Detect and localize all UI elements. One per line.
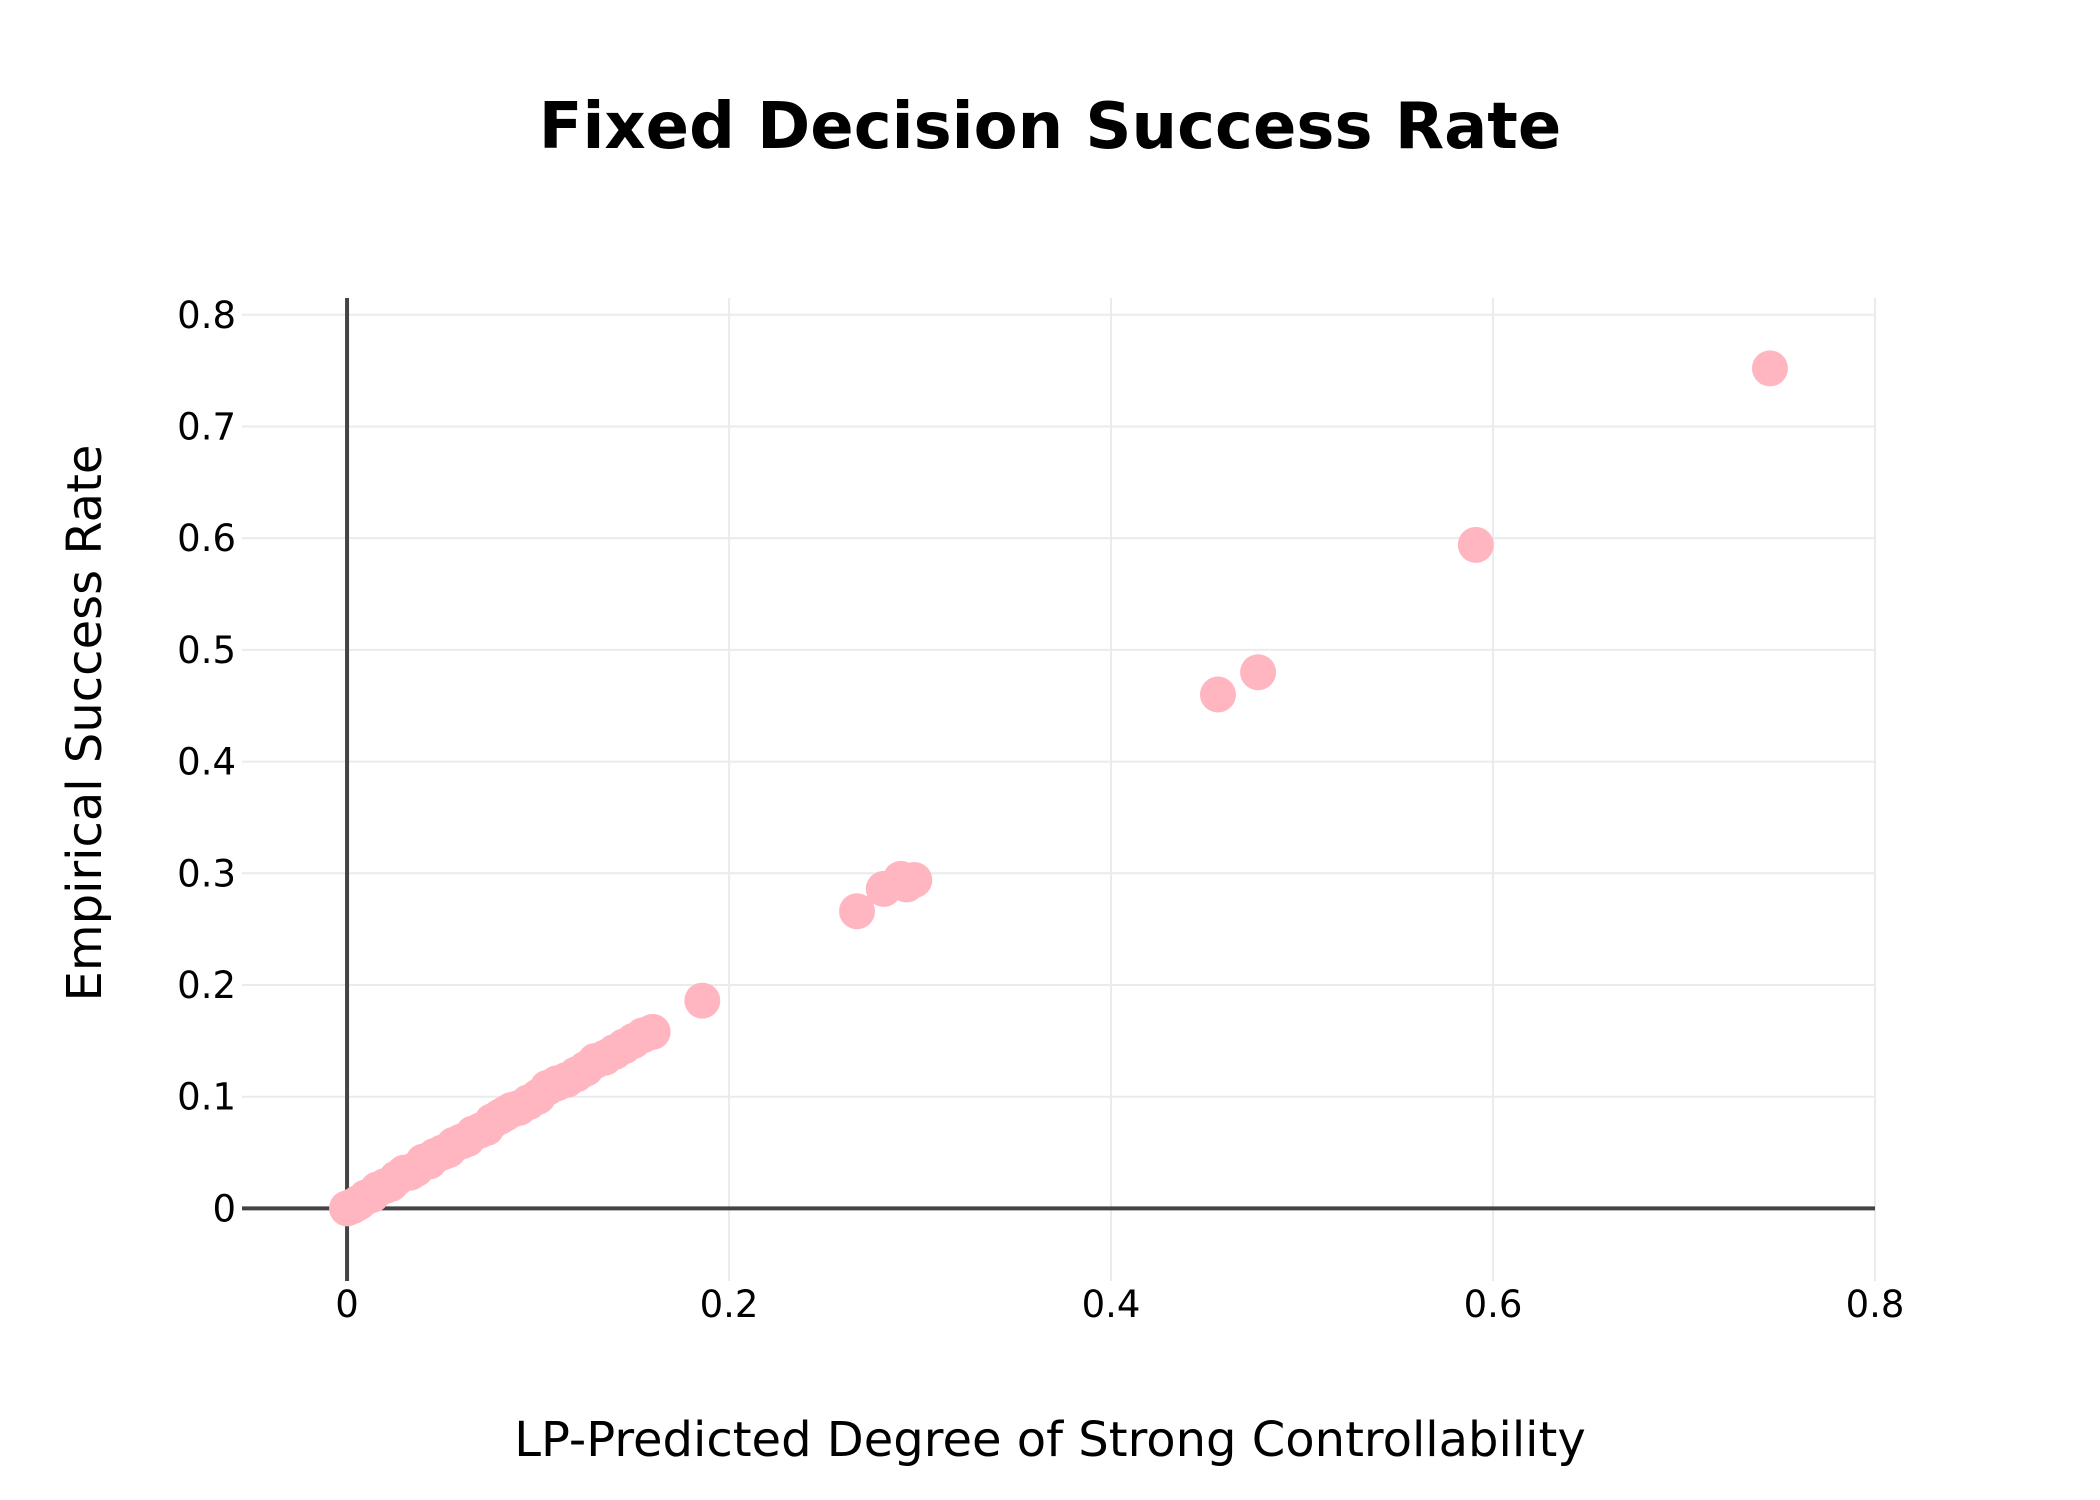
y-tick-label: 0.4 <box>177 741 236 784</box>
gridlines <box>242 298 1876 1281</box>
y-tick-label: 0.6 <box>177 517 236 560</box>
x-tick-labels: 0 0.2 0.4 0.6 0.8 <box>335 1283 1904 1326</box>
data-point <box>634 1013 671 1050</box>
x-tick-label: 0.8 <box>1846 1283 1905 1326</box>
y-tick-label: 0.7 <box>177 405 236 448</box>
y-tick-label: 0.2 <box>177 964 236 1007</box>
data-point <box>1751 350 1788 387</box>
chart-title: Fixed Decision Success Rate <box>539 90 1562 164</box>
y-tick-label: 0.5 <box>177 629 236 672</box>
x-axis-label: LP-Predicted Degree of Strong Controllab… <box>514 1412 1585 1468</box>
x-tick-label: 0.6 <box>1464 1283 1523 1326</box>
y-tick-label: 0.1 <box>177 1076 236 1119</box>
y-tick-labels: 0 0.1 0.2 0.3 0.4 0.5 0.6 0.7 0.8 <box>177 294 236 1231</box>
y-tick-label: 0.8 <box>177 294 236 337</box>
y-axis-label: Empirical Success Rate <box>57 445 113 1002</box>
data-point <box>1457 526 1494 563</box>
y-tick-label: 0.3 <box>177 852 236 895</box>
y-tick-label: 0 <box>212 1187 236 1230</box>
axes <box>242 298 1875 1281</box>
x-tick-label: 0.4 <box>1082 1283 1141 1326</box>
data-point <box>1240 654 1277 691</box>
data-point <box>896 861 933 898</box>
data-point <box>839 893 876 930</box>
data-points <box>329 350 1788 1227</box>
data-point <box>684 982 721 1019</box>
data-point <box>1199 676 1236 713</box>
x-tick-label: 0.2 <box>700 1283 759 1326</box>
x-tick-label: 0 <box>335 1283 359 1326</box>
